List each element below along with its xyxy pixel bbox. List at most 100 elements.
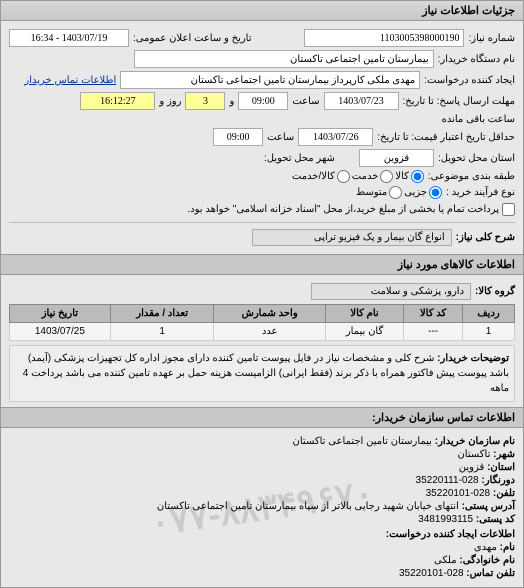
proc-medium-radio[interactable] [389,186,402,199]
panel-body: شماره نیاز: تاریخ و ساعت اعلان عمومی: نا… [1,21,523,254]
row-buyer-org: نام دستگاه خریدار: [9,50,515,68]
c-lname: ملکی [434,555,457,566]
c-fax: 028-35220111 [416,475,479,486]
buyer-desc-box: توضیحات خریدار: شرح کلی و مشخصات نیاز در… [9,345,515,402]
c-address: انتهای خیابان شهید رجایی بالاتر از سپاه … [157,501,459,512]
details-panel: جزئیات اطلاعات نیاز شماره نیاز: تاریخ و … [0,0,524,588]
creator-label: ایجاد کننده درخواست: [424,75,515,86]
treasury-note-row: پرداخت تمام یا بخشی از مبلغ خرید،از محل … [187,203,515,216]
cat-goods-option[interactable]: کالا [395,170,424,183]
c-postcode-label: کد پستی: [476,514,515,525]
c-cphone: 028-35220101 [399,568,464,579]
c-org: بیمارستان تامین اجتماعی تاکستان [293,436,432,447]
table-cell: 1403/07/25 [10,323,111,341]
c-creator-section: اطلاعات ایجاد کننده درخواست: [386,529,515,540]
table-cell: 1 [463,323,515,341]
group-label: گروه کالا: [475,286,515,297]
table-cell: عدد [214,323,325,341]
row-province: استان محل تحویل: شهر محل تحویل: [9,149,515,167]
treasury-checkbox[interactable] [502,203,515,216]
contact-section-title: اطلاعات تماس سازمان خریدار: [1,407,523,428]
time-label-2: ساعت [267,132,294,143]
row-creator: ایجاد کننده درخواست: اطلاعات تماس خریدار [9,71,515,89]
row-validity: حداقل تاریخ اعتبار قیمت: تا تاریخ: ساعت [9,128,515,146]
c-name-label: نام: [500,542,515,553]
row-goods-group: گروه کالا: دارو، پزشکی و سلامت [9,283,515,300]
c-phone-label: تلفن: [493,488,515,499]
c-province-label: استان: [487,462,515,473]
proc-small-option[interactable]: جزیی [404,186,442,199]
c-city: تاکستان [457,449,490,460]
c-phone: 028-35220101 [426,488,491,499]
and-label: و [229,96,234,107]
table-header: نام کالا [325,305,403,323]
table-cell: گان بیمار [325,323,403,341]
need-title-label: شرح کلی نیاز: [456,232,515,243]
process-radio-group: جزیی متوسط [356,186,442,199]
contact-section: ۰۷۷-۸۸۳۴۹۶۷۰ نام سازمان خریدار: بیمارستا… [1,428,523,587]
valid-time-input[interactable] [213,128,263,146]
c-province: قزوین [459,462,485,473]
c-address-label: آدرس پستی: [462,501,515,512]
c-fax-label: دورنگار: [481,475,515,486]
proc-small-radio[interactable] [429,186,442,199]
row-req-no: شماره نیاز: تاریخ و ساعت اعلان عمومی: [9,29,515,47]
announce-label: تاریخ و ساعت اعلان عمومی: [133,33,252,44]
proc-medium-option[interactable]: متوسط [356,186,402,199]
deadline-time-input[interactable] [238,92,288,110]
c-name: مهدی [474,542,497,553]
deadline-date-input[interactable] [324,92,399,110]
cat-service-option[interactable]: خدمت [352,170,394,183]
deadline-label: مهلت ارسال پاسخ: تا تاریخ: [403,96,515,107]
contact-link[interactable]: اطلاعات تماس خریدار [24,75,116,86]
city-label: شهر محل تحویل: [264,153,335,164]
group-value: دارو، پزشکی و سلامت [311,283,471,300]
valid-label: حداقل تاریخ اعتبار قیمت: تا تاریخ: [377,132,515,143]
countdown-time-input [80,92,155,110]
c-org-label: نام سازمان خریدار: [435,436,515,447]
c-city-label: شهر: [493,449,515,460]
table-header: ردیف [463,305,515,323]
table-header: تاریخ نیاز [10,305,111,323]
cat-service-radio[interactable] [380,170,393,183]
buyer-org-label: نام دستگاه خریدار: [438,54,515,65]
desc-label: توضیحات خریدار: [437,353,509,364]
cat-both-radio[interactable] [337,170,350,183]
province-input[interactable] [359,149,434,167]
province-label: استان محل تحویل: [438,153,515,164]
announce-input[interactable] [9,29,129,47]
goods-section-title: اطلاعات کالاهای مورد نیاز [1,254,523,275]
table-cell: --- [404,323,463,341]
row-process: نوع فرآیند خرید : جزیی متوسط پرداخت تمام… [9,186,515,216]
table-header: کد کالا [404,305,463,323]
row-category: طبقه بندی موضوعی: کالا خدمت کالا/خدمت [9,170,515,183]
table-row: 1---گان بیمارعدد11403/07/25 [10,323,515,341]
countdown-days-input [185,92,225,110]
table-header: تعداد / مقدار [110,305,214,323]
goods-body: گروه کالا: دارو، پزشکی و سلامت ردیفکد کا… [1,275,523,407]
buyer-org-input[interactable] [134,50,434,68]
c-cphone-label: تلفن تماس: [466,568,515,579]
c-postcode: 3481993115 [418,514,473,525]
days-label: روز و [159,96,181,107]
need-title-value: انواع گان بیمار و پک فیزیو تراپی [252,229,452,246]
c-lname-label: نام خانوادگی: [459,555,515,566]
cat-both-option[interactable]: کالا/خدمت [292,170,350,183]
remain-label: ساعت باقی مانده [442,114,515,125]
process-label: نوع فرآیند خرید : [446,187,515,198]
row-need-title: شرح کلی نیاز: انواع گان بیمار و پک فیزیو… [9,229,515,246]
category-radio-group: کالا خدمت کالا/خدمت [292,170,424,183]
table-header: واحد شمارش [214,305,325,323]
goods-table: ردیفکد کالانام کالاواحد شمارشتعداد / مقد… [9,304,515,341]
category-label: طبقه بندی موضوعی: [428,171,515,182]
req-no-label: شماره نیاز: [468,33,515,44]
treasury-note-text: پرداخت تمام یا بخشی از مبلغ خرید،از محل … [187,204,499,215]
req-no-input[interactable] [304,29,464,47]
panel-title: جزئیات اطلاعات نیاز [1,1,523,21]
time-label-1: ساعت [292,96,319,107]
row-deadline: مهلت ارسال پاسخ: تا تاریخ: ساعت و روز و … [9,92,515,125]
valid-date-input[interactable] [298,128,373,146]
creator-input[interactable] [120,71,420,89]
table-cell: 1 [110,323,214,341]
cat-goods-radio[interactable] [411,170,424,183]
